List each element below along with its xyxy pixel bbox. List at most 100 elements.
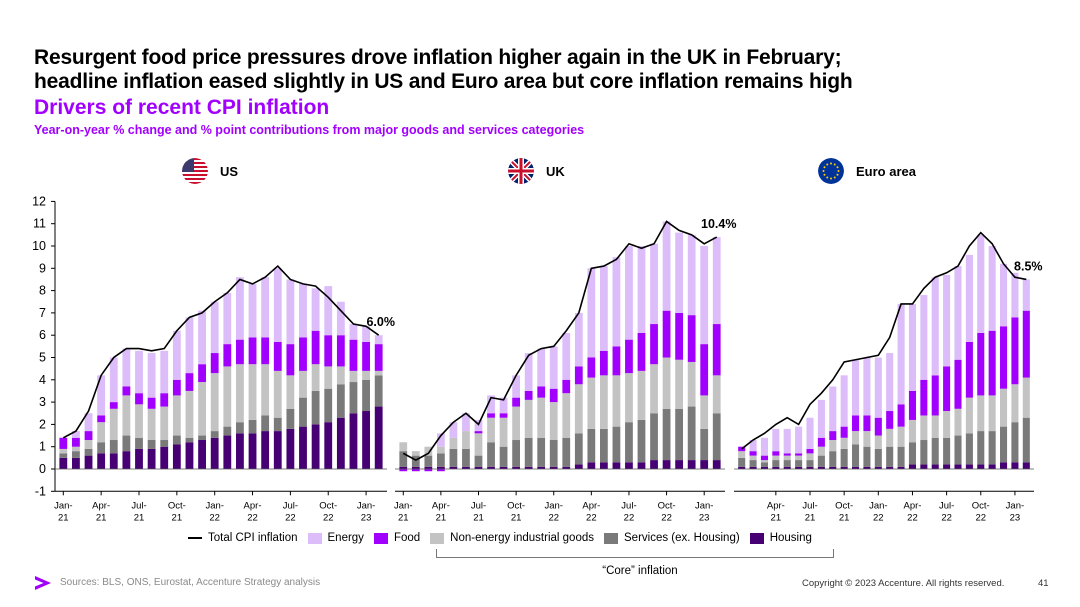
bar-food xyxy=(349,339,358,371)
legend-label-non-energy: Non-energy industrial goods xyxy=(450,532,594,544)
bar-food xyxy=(637,332,646,371)
bar-energy xyxy=(662,221,671,311)
bar-non-energy-industrial-goods xyxy=(185,390,194,438)
bar-energy xyxy=(474,419,483,432)
accenture-logo-icon xyxy=(35,576,51,590)
bar-housing xyxy=(760,466,768,469)
bar-housing xyxy=(886,466,894,469)
bar-food xyxy=(738,446,746,452)
x-tick-label: Apr- xyxy=(767,500,785,511)
bar-energy xyxy=(700,246,709,345)
bar-housing xyxy=(600,462,608,469)
bar-food xyxy=(499,413,508,418)
bar-housing xyxy=(311,424,320,469)
bar-non-energy-industrial-goods xyxy=(437,446,445,454)
bar-services-ex-housing xyxy=(806,460,814,467)
bar-services-ex-housing xyxy=(675,408,683,461)
bar-housing xyxy=(840,466,848,469)
bar-food xyxy=(749,451,757,456)
bar-housing xyxy=(874,466,882,469)
bar-services-ex-housing xyxy=(223,426,232,436)
x-tick-label-year: 22 xyxy=(285,512,296,523)
bar-food xyxy=(600,350,608,376)
x-tick-label: Oct- xyxy=(835,500,853,511)
x-tick-label-year: 22 xyxy=(548,512,559,523)
bar-non-energy-industrial-goods xyxy=(760,460,768,463)
bar-non-energy-industrial-goods xyxy=(135,404,143,438)
bar-food xyxy=(965,341,973,398)
bar-non-energy-industrial-goods xyxy=(336,366,345,385)
bar-services-ex-housing xyxy=(908,442,916,465)
bar-non-energy-industrial-goods xyxy=(600,375,608,429)
y-tick-label: 2 xyxy=(39,417,46,431)
bar-housing xyxy=(499,466,508,469)
bar-energy xyxy=(1022,279,1030,311)
legend-label-housing: Housing xyxy=(769,532,812,544)
bar-housing xyxy=(783,466,791,469)
x-tick-label-year: 21 xyxy=(398,512,409,523)
bar-services-ex-housing xyxy=(829,451,837,467)
legend-label-services: Services (ex. Housing) xyxy=(624,532,740,544)
bar-housing xyxy=(562,466,571,469)
x-tick-label: Oct- xyxy=(658,500,676,511)
bar-housing xyxy=(749,466,757,469)
legend-item-total: Total CPI inflation xyxy=(188,532,298,544)
bar-housing xyxy=(223,435,232,469)
bar-energy xyxy=(829,386,837,432)
panel-title-euro-area: Euro area xyxy=(856,163,916,179)
bar-housing xyxy=(549,466,558,469)
bar-energy xyxy=(760,437,768,456)
bar-non-energy-industrial-goods xyxy=(574,384,583,434)
x-tick-label-year: 22 xyxy=(209,512,220,523)
bar-non-energy-industrial-goods xyxy=(712,375,721,414)
bar-food xyxy=(487,413,495,418)
x-tick-label: Apr- xyxy=(432,500,450,511)
bar-housing xyxy=(122,451,131,469)
bar-services-ex-housing xyxy=(499,446,508,467)
bar-housing xyxy=(399,466,408,469)
bar-housing xyxy=(772,466,780,469)
x-tick-label-year: 21 xyxy=(58,512,69,523)
bar-services-ex-housing xyxy=(411,455,420,467)
bar-services-ex-housing xyxy=(399,451,408,467)
bar-energy xyxy=(852,359,860,416)
bar-services-ex-housing xyxy=(512,440,520,467)
bar-food xyxy=(72,437,80,447)
bar-non-energy-industrial-goods xyxy=(299,370,307,398)
bar-food xyxy=(650,324,658,365)
bar-food xyxy=(795,453,803,456)
y-tick-label: 3 xyxy=(39,395,46,409)
panel-title-uk: UK xyxy=(546,163,565,179)
total-annotation-euro-area: 8.5% xyxy=(1014,259,1043,273)
bar-non-energy-industrial-goods xyxy=(587,377,596,429)
bar-housing xyxy=(261,431,270,469)
bar-energy xyxy=(562,332,571,380)
bar-housing xyxy=(587,462,596,469)
x-tick-label-year: 22 xyxy=(586,512,597,523)
bar-food xyxy=(625,339,633,374)
bar-energy xyxy=(600,266,608,351)
bar-food xyxy=(920,379,928,416)
x-tick-label: Jul- xyxy=(802,500,817,511)
copyright: Copyright © 2023 Accenture. All rights r… xyxy=(802,578,1005,589)
bar-housing xyxy=(424,466,433,469)
x-tick-label: Jul- xyxy=(939,500,954,511)
x-tick-label: Oct- xyxy=(168,500,186,511)
bar-non-energy-industrial-goods xyxy=(662,357,671,409)
bar-non-energy-industrial-goods xyxy=(687,361,696,407)
total-annotation-uk: 10.4% xyxy=(701,217,736,231)
bar-energy xyxy=(637,246,646,333)
bar-housing xyxy=(374,406,383,469)
bar-energy xyxy=(122,348,131,387)
us-flag-icon xyxy=(182,158,208,184)
bar-housing xyxy=(817,466,825,469)
legend-item-non-energy: Non-energy industrial goods xyxy=(430,532,594,544)
bar-non-energy-industrial-goods xyxy=(920,415,928,441)
bar-non-energy-industrial-goods xyxy=(324,366,333,389)
bar-non-energy-industrial-goods xyxy=(988,395,996,432)
bar-housing xyxy=(109,453,118,469)
bar-housing xyxy=(172,444,181,469)
x-tick-label: Oct- xyxy=(319,500,337,511)
y-tick-label: -1 xyxy=(35,484,46,498)
bar-energy xyxy=(109,357,118,403)
